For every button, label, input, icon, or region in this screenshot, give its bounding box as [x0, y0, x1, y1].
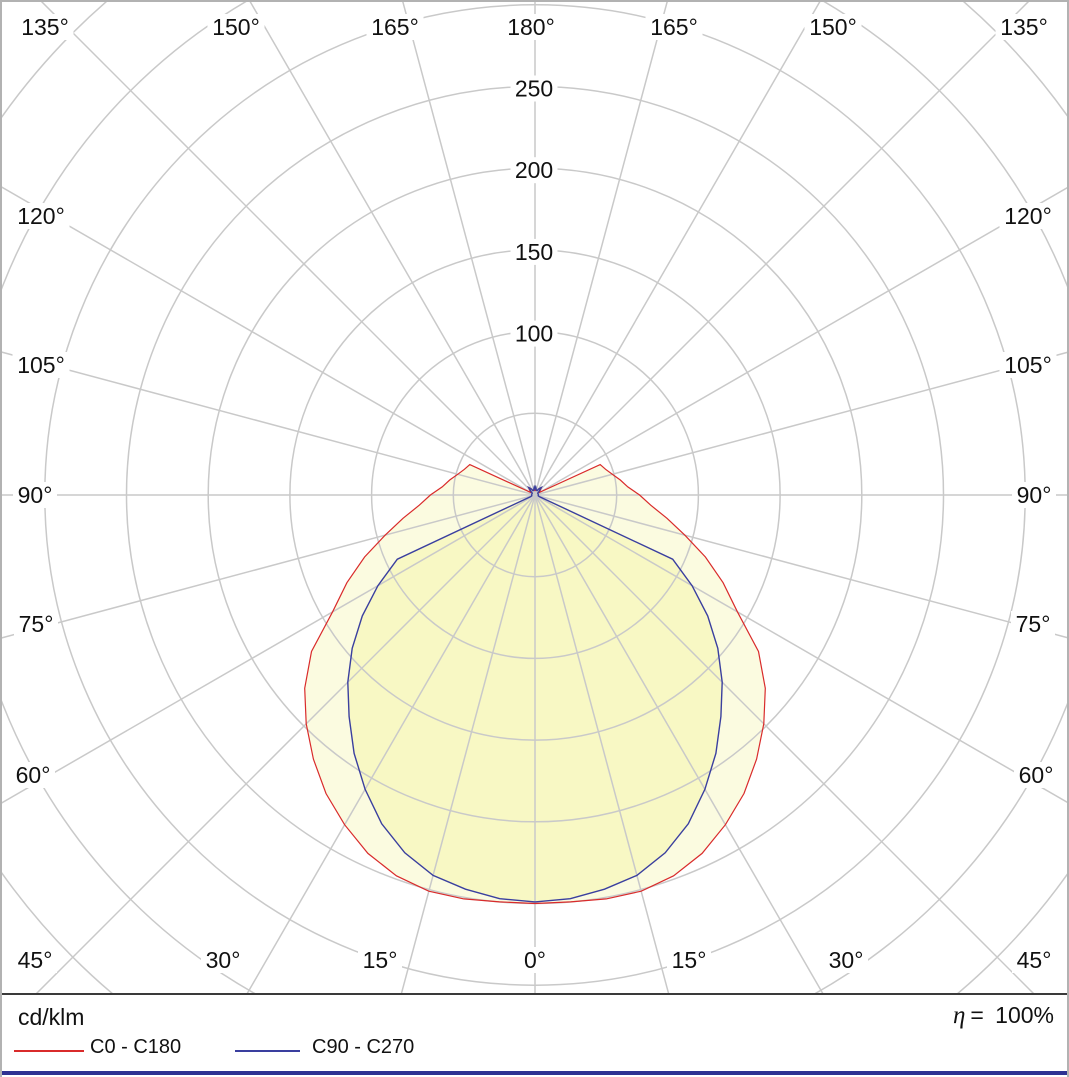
svg-text:0°: 0° — [524, 947, 546, 973]
unit-label: cd/klm — [18, 1004, 85, 1030]
polar-grid — [2, 2, 1067, 993]
svg-text:15°: 15° — [672, 947, 707, 973]
radial-tick-label: 100 — [510, 320, 558, 347]
efficiency-label: η = 100% — [953, 1002, 1054, 1030]
angle-tick-label: 75° — [14, 611, 58, 637]
plot-area — [2, 2, 1067, 993]
angle-tick-label: 60° — [1014, 762, 1058, 788]
angle-tick-label: 180° — [502, 14, 560, 40]
svg-text:150: 150 — [515, 239, 553, 265]
svg-text:45°: 45° — [1017, 947, 1052, 973]
angle-tick-label: 150° — [207, 14, 265, 40]
angle-tick-label: 30° — [824, 947, 868, 973]
angle-tick-label: 120° — [12, 203, 70, 229]
svg-text:30°: 30° — [829, 947, 864, 973]
svg-text:15°: 15° — [363, 947, 398, 973]
eta-value: = 100% — [970, 1002, 1054, 1028]
angle-tick-label: 165° — [645, 14, 703, 40]
bottom-accent-bar — [2, 1071, 1067, 1075]
svg-text:135°: 135° — [1000, 14, 1048, 40]
angle-tick-label: 60° — [11, 762, 55, 788]
angle-tick-label: 105° — [12, 352, 70, 378]
svg-text:90°: 90° — [18, 482, 53, 508]
angle-tick-label: 45° — [1012, 947, 1056, 973]
svg-text:60°: 60° — [1019, 762, 1054, 788]
svg-text:120°: 120° — [1004, 203, 1052, 229]
angle-tick-label: 120° — [999, 203, 1057, 229]
angle-tick-label: 150° — [804, 14, 862, 40]
svg-text:90°: 90° — [1017, 482, 1052, 508]
angle-tick-label: 105° — [999, 352, 1057, 378]
radial-tick-label: 250 — [510, 75, 558, 102]
angle-tick-label: 0° — [519, 947, 551, 973]
svg-text:100: 100 — [515, 321, 553, 347]
curve-c0-c180 — [304, 463, 766, 905]
eta-symbol: η — [952, 1002, 966, 1029]
legend: cd/klm η = 100% C0 - C180 C90 - C270 — [2, 993, 1067, 1077]
radial-tick-label: 200 — [510, 157, 558, 184]
angle-tick-label: 165° — [366, 14, 424, 40]
svg-text:250: 250 — [515, 76, 553, 102]
legend-label-c0: C0 - C180 — [90, 1036, 182, 1058]
svg-text:135°: 135° — [21, 14, 69, 40]
svg-text:60°: 60° — [16, 762, 51, 788]
svg-text:200: 200 — [515, 157, 553, 183]
angle-tick-label: 75° — [1011, 611, 1055, 637]
angle-tick-label: 15° — [667, 947, 711, 973]
angle-tick-label: 135° — [16, 14, 74, 40]
svg-text:150°: 150° — [809, 14, 857, 40]
radial-tick-label: 150 — [510, 238, 558, 265]
angle-tick-label: 30° — [201, 947, 245, 973]
svg-text:75°: 75° — [19, 611, 54, 637]
svg-text:120°: 120° — [17, 203, 65, 229]
polar-chart: 100 150 200 250 135° 150° 165° 180° 165° 150° 135°… — [2, 2, 1067, 993]
angle-tick-label: 90° — [13, 482, 57, 508]
legend-swatch-c90-line — [235, 1050, 300, 1052]
legend-label-c90: C90 - C270 — [312, 1036, 415, 1058]
svg-text:45°: 45° — [18, 947, 53, 973]
svg-text:165°: 165° — [650, 14, 698, 40]
svg-text:105°: 105° — [17, 352, 65, 378]
angle-tick-label: 15° — [358, 947, 402, 973]
svg-text:165°: 165° — [371, 14, 419, 40]
angle-tick-label: 135° — [995, 14, 1053, 40]
svg-text:75°: 75° — [1016, 611, 1051, 637]
svg-text:30°: 30° — [206, 947, 241, 973]
angle-tick-label: 45° — [13, 947, 57, 973]
svg-text:150°: 150° — [212, 14, 260, 40]
svg-text:180°: 180° — [507, 14, 555, 40]
legend-swatch-c0-line — [14, 1050, 84, 1052]
legend-items: C0 - C180 C90 - C270 — [2, 995, 1067, 1077]
angle-tick-label: 90° — [1012, 482, 1056, 508]
curve-c90-c270 — [347, 484, 723, 903]
svg-text:105°: 105° — [1004, 352, 1052, 378]
